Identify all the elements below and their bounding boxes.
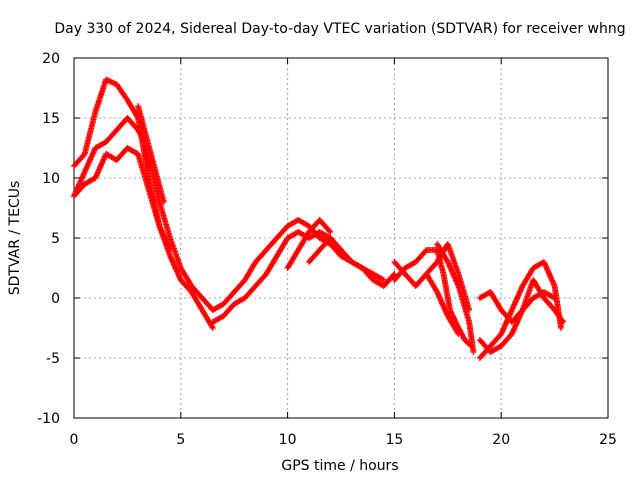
- data-point: [380, 277, 387, 283]
- data-point: [470, 349, 477, 355]
- x-tick-label: 20: [492, 432, 510, 448]
- x-axis-label: GPS time / hours: [281, 458, 398, 474]
- series-track-15: [476, 277, 567, 355]
- data-point: [455, 331, 462, 337]
- data-point: [550, 294, 557, 301]
- data-point: [326, 227, 333, 234]
- y-tick-label: 5: [51, 231, 60, 247]
- axis-ticks: 0 5 10 15 20 25 -10 -5 0 5 10 15 20: [37, 51, 617, 448]
- y-axis-label: SDTVAR / TECUs: [7, 181, 23, 296]
- x-tick-label: 0: [70, 432, 79, 448]
- data-point: [559, 317, 566, 324]
- series-track-2: [71, 115, 206, 301]
- x-tick-label: 5: [176, 432, 185, 448]
- data-point: [560, 319, 567, 325]
- data-point: [551, 295, 558, 301]
- y-tick-label: -5: [46, 351, 60, 367]
- series-track-4: [135, 103, 167, 205]
- data-point: [347, 257, 354, 264]
- x-tick-label: 25: [599, 432, 617, 448]
- series-track-7: [284, 217, 334, 271]
- series-track-11: [434, 241, 477, 355]
- series-track-8: [305, 235, 355, 265]
- y-tick-label: 20: [42, 51, 60, 67]
- y-tick-label: 10: [42, 171, 60, 187]
- data-point: [454, 329, 461, 336]
- data-point: [167, 247, 174, 253]
- x-tick-label: 10: [279, 432, 297, 448]
- chart-title: Day 330 of 2024, Sidereal Day-to-day VTE…: [54, 21, 625, 37]
- data-point: [160, 199, 167, 205]
- data-point: [348, 259, 355, 265]
- data-point: [558, 325, 565, 331]
- y-tick-label: 0: [51, 291, 60, 307]
- series-track-10: [391, 241, 473, 313]
- series-track-3: [71, 145, 174, 253]
- series-track-14: [476, 289, 558, 325]
- y-tick-label: 15: [42, 111, 60, 127]
- grid: [74, 58, 608, 418]
- x-tick-label: 15: [385, 432, 403, 448]
- data-marks: [71, 76, 567, 361]
- data-point: [379, 276, 386, 283]
- series-track-6: [209, 229, 387, 325]
- y-tick-label: -10: [37, 411, 60, 427]
- data-point: [327, 229, 334, 235]
- data-point: [209, 323, 216, 330]
- series-track-12: [423, 271, 462, 337]
- data-point: [209, 325, 216, 331]
